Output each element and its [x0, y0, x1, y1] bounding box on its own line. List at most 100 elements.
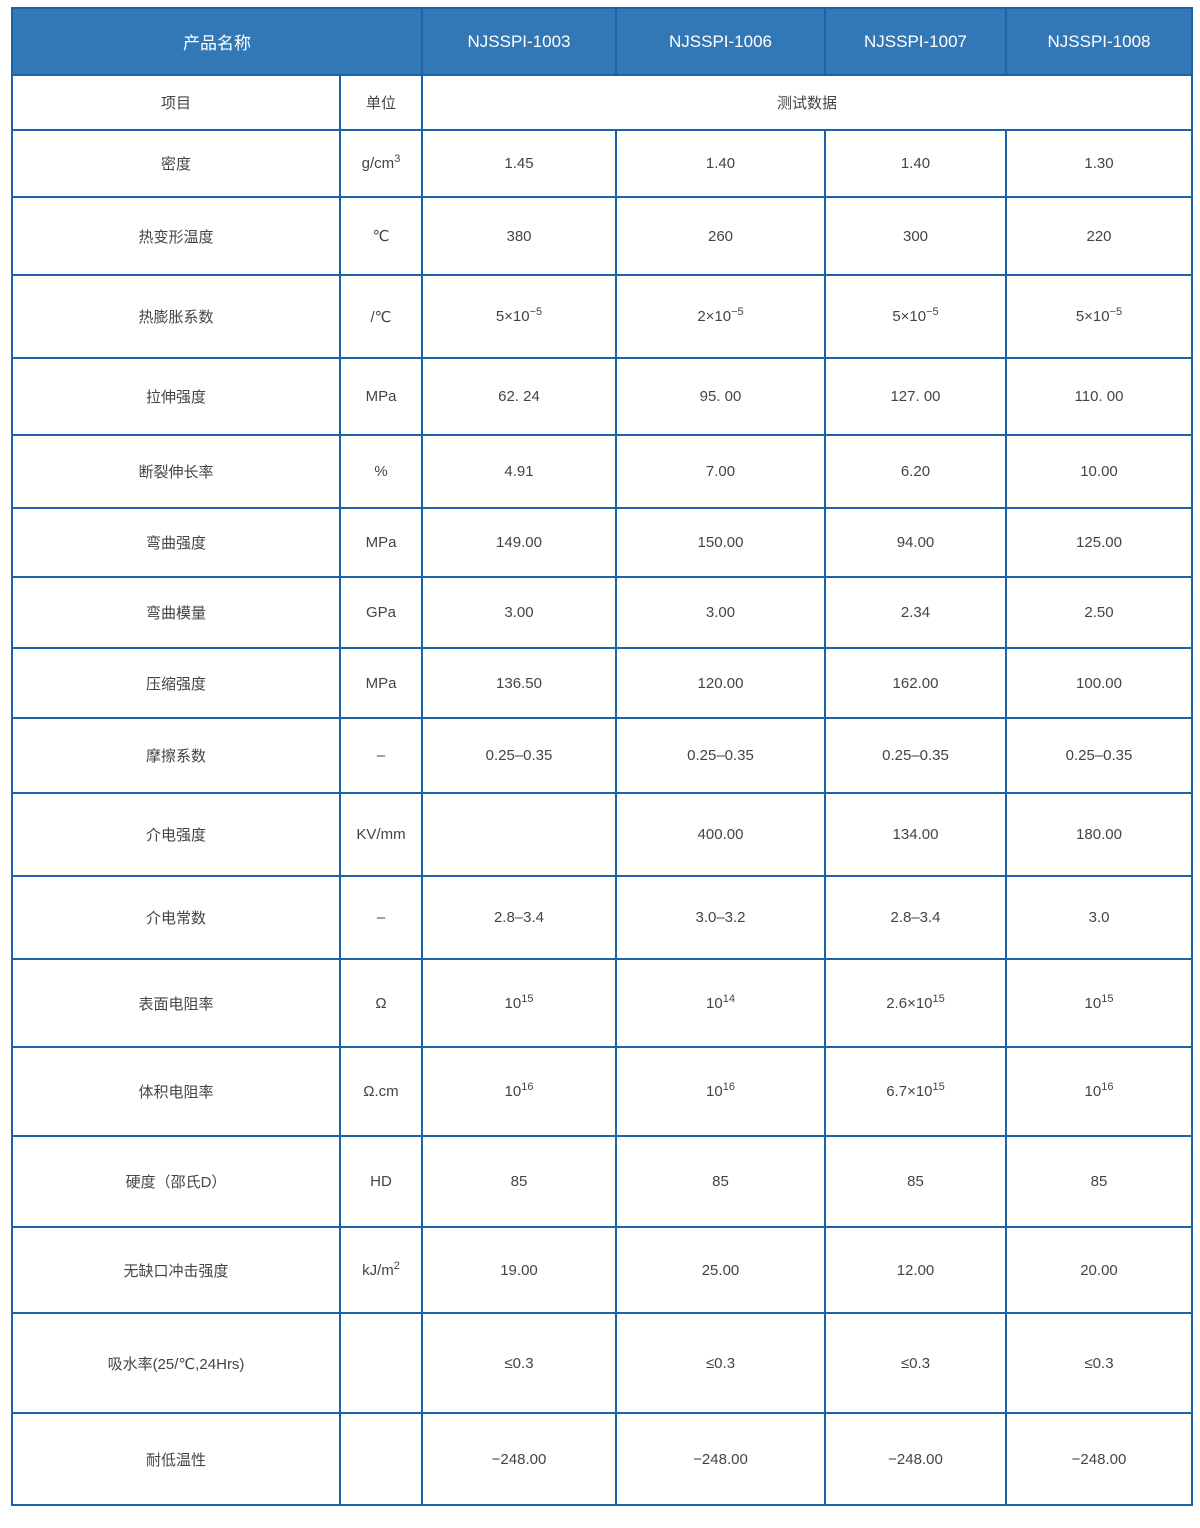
value-cell: 5×10−5 [1005, 274, 1193, 359]
cell-superscript: 16 [521, 1081, 534, 1093]
value-cell: 1016 [421, 1046, 617, 1137]
value-cell: 5×10−5 [421, 274, 617, 359]
test-data-label: 测试数据 [421, 74, 1193, 131]
cell-text: 10 [504, 994, 522, 1012]
spec-table: 产品名称 NJSSPI-1003 NJSSPI-1006 NJSSPI-1007… [11, 7, 1193, 1506]
item-cell: 拉伸强度 [11, 357, 341, 436]
cell-superscript: 3 [394, 153, 401, 165]
value-cell: 1014 [615, 958, 826, 1048]
value-cell: −248.00 [615, 1412, 826, 1506]
value-cell: 220 [1005, 196, 1193, 276]
value-cell: 2.34 [824, 576, 1007, 649]
value-cell: 5×10−5 [824, 274, 1007, 359]
cell-text: 10 [706, 1083, 723, 1100]
value-cell: 110. 00 [1005, 357, 1193, 436]
item-cell: 吸水率(25/℃,24Hrs) [11, 1312, 341, 1414]
value-cell: 380 [421, 196, 617, 276]
table-row: 断裂伸长率% 4.91 7.00 6.20 10.00 [11, 434, 1193, 509]
value-cell: 4.91 [421, 434, 617, 509]
cell-superscript: 15 [932, 1081, 945, 1093]
cell-superscript: 15 [1101, 992, 1114, 1005]
unit-cell: MPa [339, 357, 423, 436]
table-row: 热膨胀系数/℃ 5×10−5 2×10−5 5×10−5 5×10−5 [11, 274, 1193, 359]
value-cell: 2×10−5 [615, 274, 826, 359]
value-cell: 0.25–0.35 [1005, 717, 1193, 794]
table-row: 弯曲强度 MPa 149.00 150.00 94.00 125.00 [11, 507, 1193, 578]
value-cell: 95. 00 [615, 357, 826, 436]
value-cell: 180.00 [1005, 792, 1193, 877]
product-name-header: 产品名称 [11, 7, 423, 76]
unit-cell: MPa [339, 647, 423, 719]
table-row: 耐低温性 −248.00 −248.00 −248.00 −248.00 [11, 1412, 1193, 1506]
cell-superscript: 15 [521, 992, 534, 1005]
value-cell: 1.30 [1005, 129, 1193, 198]
cell-text: 2.6×10 [886, 994, 933, 1012]
product-header: NJSSPI-1008 [1005, 7, 1193, 76]
item-cell: 介电常数 [11, 875, 341, 960]
table-row: 介电强度 KV/mm 400.00 134.00 180.00 [11, 792, 1193, 877]
product-header: NJSSPI-1007 [824, 7, 1007, 76]
value-cell: 62. 24 [421, 357, 617, 436]
table-row: 吸水率(25/℃,24Hrs) ≤0.3 ≤0.3 ≤0.3 ≤0.3 [11, 1312, 1193, 1414]
value-cell: 1015 [1005, 958, 1193, 1048]
cell-superscript: −5 [926, 306, 939, 318]
product-header: NJSSPI-1003 [421, 7, 617, 76]
unit-cell: HD [339, 1135, 423, 1228]
value-cell: 2.50 [1005, 576, 1193, 649]
unit-label: 单位 [339, 74, 423, 131]
value-cell: 85 [615, 1135, 826, 1228]
cell-text: kJ/m [362, 1261, 394, 1279]
value-cell: ≤0.3 [615, 1312, 826, 1414]
unit-cell: ℃ [339, 196, 423, 276]
value-cell: 100.00 [1005, 647, 1193, 719]
value-cell: 6.7×1015 [824, 1046, 1007, 1137]
cell-text: 6.7×10 [886, 1083, 933, 1100]
value-cell: ≤0.3 [421, 1312, 617, 1414]
value-cell: 2.8–3.4 [421, 875, 617, 960]
value-cell: 25.00 [615, 1226, 826, 1314]
cell-superscript: 16 [722, 1081, 735, 1093]
cell-text: 10 [1084, 994, 1102, 1012]
cell-superscript: 2 [393, 1259, 400, 1272]
cell-text: 10 [1084, 1083, 1102, 1100]
value-cell: 125.00 [1005, 507, 1193, 578]
unit-cell: /℃ [339, 274, 423, 359]
table-row: 摩擦系数 –0.25–0.35 0.25–0.35 0.25–0.35 0.25–0.3… [11, 717, 1193, 794]
value-cell: 1.40 [824, 129, 1007, 198]
cell-text: 10 [504, 1083, 522, 1100]
value-cell: 2.8–3.4 [824, 875, 1007, 960]
unit-cell: KV/mm [339, 792, 423, 877]
value-cell: ≤0.3 [824, 1312, 1007, 1414]
value-cell: 149.00 [421, 507, 617, 578]
unit-cell: Ω [339, 958, 423, 1048]
value-cell: 1016 [1005, 1046, 1193, 1137]
value-cell: 260 [615, 196, 826, 276]
cell-superscript: −5 [731, 306, 744, 318]
product-header: NJSSPI-1006 [615, 7, 826, 76]
item-cell: 弯曲强度 [11, 507, 341, 578]
cell-superscript: −5 [529, 306, 543, 318]
value-cell: 19.00 [421, 1226, 617, 1314]
table-row: 弯曲模量 GPa 3.00 3.00 2.34 2.50 [11, 576, 1193, 649]
value-cell: 3.00 [421, 576, 617, 649]
item-cell: 体积电阻率 [11, 1046, 341, 1137]
value-cell: 0.25–0.35 [824, 717, 1007, 794]
unit-cell: – [339, 875, 423, 960]
value-cell: 120.00 [615, 647, 826, 719]
table-row: 压缩强度 MPa 136.50 120.00 162.00 100.00 [11, 647, 1193, 719]
cell-superscript: 15 [932, 992, 945, 1005]
value-cell: 1015 [421, 958, 617, 1048]
value-cell: 3.00 [615, 576, 826, 649]
item-cell: 断裂伸长率 [11, 434, 341, 509]
value-cell: 2.6×1015 [824, 958, 1007, 1048]
value-cell [421, 792, 617, 877]
item-label: 项目 [11, 74, 341, 131]
table-row: 热变形温度 ℃ 380 260 300 220 [11, 196, 1193, 276]
value-cell: 85 [824, 1135, 1007, 1228]
item-cell: 介电强度 [11, 792, 341, 877]
value-cell: 94.00 [824, 507, 1007, 578]
value-cell: 12.00 [824, 1226, 1007, 1314]
table-row: 密度 g/cm3 1.45 1.40 1.40 1.30 [11, 129, 1193, 198]
value-cell: 150.00 [615, 507, 826, 578]
cell-text: 10 [706, 994, 723, 1012]
